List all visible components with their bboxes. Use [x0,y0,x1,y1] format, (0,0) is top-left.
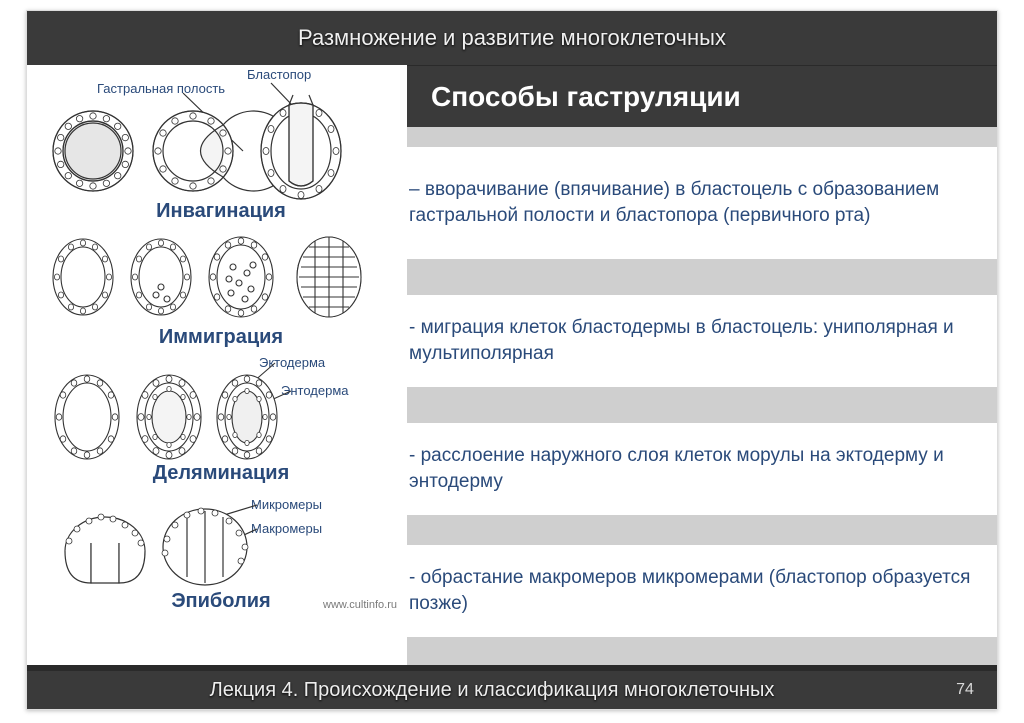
label-blastopore: Бластопор [247,67,311,82]
method-1-name: Инвагинация [37,200,405,223]
method-2-name: Иммиграция [37,326,405,349]
diagram-immigration [43,229,403,325]
desc-delamination: - расслоение наружного слоя клеток морул… [385,423,997,515]
diagram-invagination [43,81,403,215]
page-number: 74 [933,681,997,699]
diagram-delamination [43,361,403,469]
desc-epiboly: - обрастание макромеров микромерами (бла… [385,545,997,637]
method-3-name: Деляминация [37,462,405,485]
main-title: Способы гаструляции [431,81,741,113]
desc-immigration: - миграция клеток бластодермы в бластоце… [385,295,997,387]
diagram-epiboly [43,495,403,591]
attribution: www.cultinfo.ru [323,599,397,611]
diagram-column: Бластопор Гастральная полость [37,67,405,659]
page-header: Размножение и развитие многоклеточных [27,11,997,65]
desc-invagination: – вворачивание (впячивание) в бластоцель… [385,147,997,259]
main-title-bar: Способы гаструляции [407,65,997,127]
footer-title: Лекция 4. Происхождение и классификация … [51,679,933,702]
